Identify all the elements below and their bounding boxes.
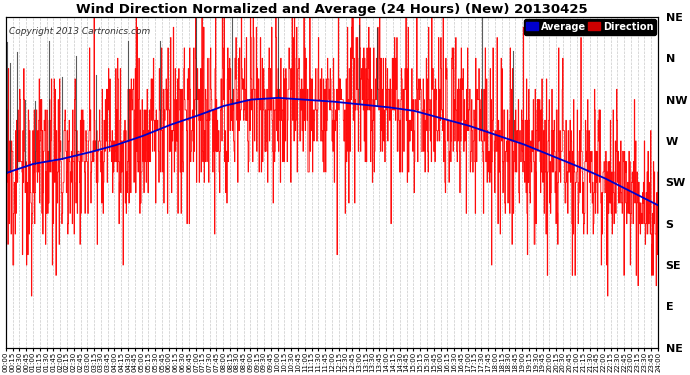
Legend: Average, Direction: Average, Direction (524, 19, 656, 35)
Text: Copyright 2013 Cartronics.com: Copyright 2013 Cartronics.com (9, 27, 150, 36)
Title: Wind Direction Normalized and Average (24 Hours) (New) 20130425: Wind Direction Normalized and Average (2… (76, 3, 588, 16)
